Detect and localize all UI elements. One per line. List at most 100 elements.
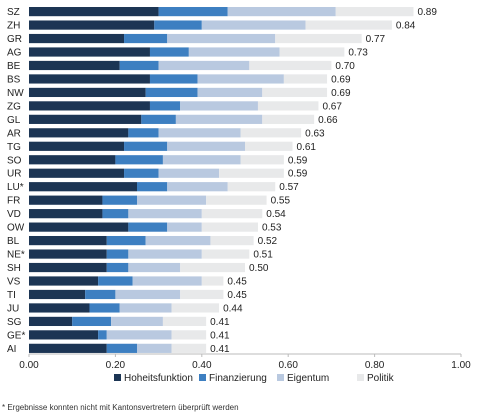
bar-segment — [210, 235, 254, 246]
total-value-label: 0.73 — [348, 48, 368, 59]
x-tick-label: 0.60 — [278, 360, 298, 371]
bar-segment — [106, 343, 137, 353]
bar-segment — [180, 101, 258, 111]
total-value-label: 0.59 — [288, 155, 308, 166]
bar-segment — [29, 101, 150, 111]
total-value-label: 0.51 — [253, 250, 273, 261]
bar-segment — [29, 47, 150, 57]
bar-segment — [102, 209, 129, 219]
bar-segment — [158, 60, 250, 71]
total-value-label: 0.41 — [210, 330, 230, 341]
bar-segment — [29, 262, 107, 273]
bar-segment — [145, 87, 198, 98]
bar-segment — [249, 60, 332, 71]
bar-segment — [137, 195, 207, 205]
bar-segment — [106, 330, 172, 340]
category-label: VD — [7, 209, 21, 220]
stacked-bar-chart: SZ 0.89 ZH 0.84 GR 0.77 AG 0.73 BE 0.70 BS 0.69 NW 0.… — [7, 7, 471, 384]
total-value-label: 0.89 — [417, 7, 437, 18]
bar-segment — [132, 276, 202, 286]
bar-segment — [171, 330, 207, 340]
bar-segment — [29, 155, 116, 165]
total-value-label: 0.69 — [331, 74, 351, 85]
x-tick-label: 1.00 — [451, 360, 471, 371]
bar-segment — [98, 276, 133, 286]
category-label: OW — [7, 223, 25, 234]
category-label: ZH — [7, 21, 20, 32]
bar-segment — [106, 235, 146, 246]
bar-segment — [29, 141, 125, 151]
total-value-label: 0.61 — [297, 142, 317, 153]
total-value-label: 0.59 — [288, 169, 308, 180]
total-value-label: 0.53 — [262, 223, 282, 234]
bar-segment — [115, 155, 163, 165]
bar-segment — [171, 303, 220, 313]
total-value-label: 0.41 — [210, 317, 230, 328]
bar-segment — [305, 20, 392, 30]
bar-segment — [257, 101, 319, 111]
bar-segment — [137, 343, 172, 353]
bar-segment — [128, 262, 181, 273]
x-tick-label: 0.40 — [192, 360, 212, 371]
bar-segment — [283, 74, 328, 84]
bar-segment — [85, 289, 116, 300]
bar-segment — [162, 316, 207, 327]
bar-segment — [149, 101, 181, 111]
bar-segment — [201, 209, 263, 219]
bar-segment — [275, 33, 362, 44]
bar-segment — [180, 289, 224, 300]
category-label: TI — [7, 290, 16, 301]
category-label: BS — [7, 74, 21, 85]
bar-segment — [29, 114, 142, 124]
bar-segment — [201, 249, 250, 259]
total-value-label: 0.77 — [366, 34, 386, 45]
bar-segment — [145, 235, 211, 246]
bar-segment — [29, 222, 129, 232]
bar-segment — [29, 235, 107, 246]
category-label: SO — [7, 155, 22, 166]
total-value-label: 0.57 — [279, 182, 299, 193]
bar-segment — [98, 330, 107, 340]
bar-segment — [119, 303, 172, 313]
bar-segment — [89, 303, 120, 313]
bar-segment — [262, 114, 315, 124]
bar-segment — [137, 182, 168, 192]
total-value-label: 0.70 — [335, 61, 355, 72]
bar-segment — [29, 195, 103, 205]
bar-segment — [119, 60, 159, 71]
bar-segment — [227, 7, 336, 17]
bar-segment — [227, 182, 276, 192]
total-value-label: 0.69 — [331, 88, 351, 99]
bar-segment — [201, 276, 224, 286]
bar-segment — [29, 168, 125, 178]
bar-segment — [29, 74, 150, 84]
category-label: JU — [7, 303, 19, 314]
bar-segment — [29, 330, 99, 340]
total-value-label: 0.52 — [258, 236, 278, 247]
bar-segment — [29, 60, 120, 71]
bar-segment — [167, 222, 202, 232]
total-value-label: 0.45 — [227, 277, 247, 288]
legend-swatch — [277, 374, 284, 381]
bar-segment — [158, 7, 228, 17]
total-value-label: 0.44 — [223, 303, 243, 314]
bar-segment — [29, 289, 86, 300]
bar-segment — [128, 128, 159, 138]
bar-segment — [29, 182, 137, 192]
bar-segment — [162, 155, 241, 165]
category-label: VS — [7, 277, 21, 288]
bar-segment — [201, 20, 306, 30]
total-value-label: 0.41 — [210, 344, 230, 355]
total-value-label: 0.67 — [322, 101, 342, 112]
bar-segment — [180, 262, 245, 273]
bar-segment — [335, 7, 414, 17]
bar-segment — [128, 209, 202, 219]
bar-segment — [128, 222, 168, 232]
legend-swatch — [357, 374, 364, 381]
bar-segment — [124, 168, 159, 178]
category-label: LU* — [7, 182, 24, 193]
bar-segment — [106, 249, 129, 259]
bar-segment — [102, 195, 137, 205]
bar-segment — [29, 276, 99, 286]
bar-segment — [128, 249, 202, 259]
